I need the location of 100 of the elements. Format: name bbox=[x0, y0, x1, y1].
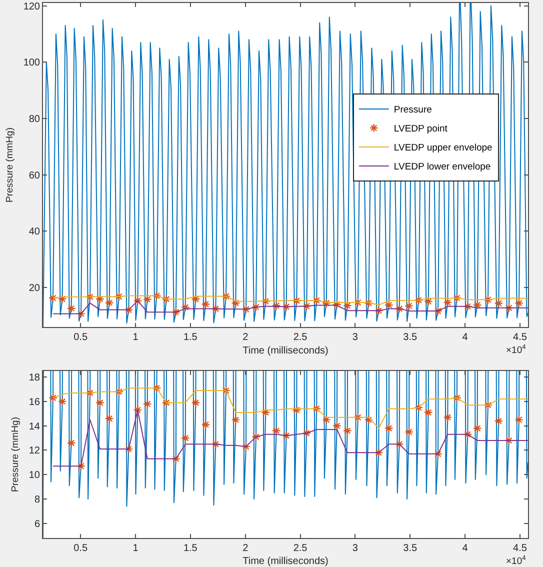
text: ×10$^{4}$ bbox=[506, 344, 526, 356]
y-tick-label: 8 bbox=[34, 494, 40, 506]
x-tick-label: 1 bbox=[132, 332, 139, 343]
point bbox=[211, 440, 220, 449]
point bbox=[114, 387, 124, 396]
legend-label: Pressure bbox=[394, 104, 432, 116]
point bbox=[322, 415, 331, 424]
line-series bbox=[52, 295, 528, 306]
point bbox=[452, 294, 462, 302]
point bbox=[104, 414, 114, 423]
point bbox=[364, 415, 374, 424]
y-axis-title: Pressure (mmHg) bbox=[4, 128, 16, 202]
point bbox=[231, 415, 240, 424]
point bbox=[48, 393, 58, 402]
point bbox=[252, 302, 260, 312]
point bbox=[58, 294, 67, 304]
point bbox=[302, 302, 312, 311]
y-tick-label: 20 bbox=[28, 283, 40, 294]
point bbox=[443, 412, 452, 422]
point bbox=[86, 292, 94, 302]
point bbox=[332, 300, 342, 309]
point bbox=[484, 400, 492, 410]
point bbox=[171, 454, 180, 464]
point bbox=[463, 430, 472, 439]
point bbox=[86, 388, 94, 398]
point bbox=[394, 440, 404, 449]
point bbox=[484, 295, 492, 304]
point bbox=[162, 398, 171, 408]
point bbox=[443, 298, 452, 307]
point bbox=[58, 397, 67, 406]
y-tick-label: 18 bbox=[28, 372, 40, 384]
point bbox=[211, 304, 220, 314]
point bbox=[191, 294, 200, 304]
point bbox=[452, 393, 462, 402]
point bbox=[374, 448, 384, 458]
point bbox=[312, 296, 322, 305]
x-tick-label: 3.5 bbox=[403, 543, 418, 554]
point bbox=[114, 292, 124, 302]
point bbox=[142, 399, 152, 408]
x-axis-title: Time (milliseconds) bbox=[242, 556, 328, 567]
line-series bbox=[52, 410, 528, 467]
legend-label: LVEDP lower envelope bbox=[394, 162, 491, 173]
x-tick-label: 2.5 bbox=[293, 332, 308, 343]
y-tick-label: 10 bbox=[28, 470, 40, 482]
y-tick-label: 12 bbox=[28, 446, 40, 457]
y-tick-label: 16 bbox=[28, 396, 40, 408]
point bbox=[242, 442, 250, 452]
point bbox=[494, 298, 504, 308]
point bbox=[282, 431, 291, 440]
point bbox=[272, 301, 281, 310]
point bbox=[152, 291, 162, 300]
point bbox=[231, 298, 240, 308]
legend-label: LVEDP upper envelope bbox=[394, 142, 492, 154]
y-tick-label: 6 bbox=[34, 518, 40, 530]
point bbox=[222, 292, 230, 301]
point bbox=[124, 305, 134, 314]
y-tick-label: 100 bbox=[23, 58, 40, 69]
point bbox=[96, 398, 104, 408]
point bbox=[252, 432, 260, 442]
point bbox=[201, 420, 210, 430]
point bbox=[191, 398, 200, 408]
x-tick-label: 4 bbox=[462, 543, 468, 554]
line-series bbox=[43, 3, 528, 327]
point bbox=[272, 426, 281, 436]
line-series bbox=[52, 388, 528, 429]
point bbox=[152, 384, 162, 393]
point bbox=[222, 386, 230, 395]
point bbox=[66, 438, 76, 448]
point bbox=[504, 436, 514, 445]
point bbox=[133, 406, 142, 414]
point bbox=[342, 426, 352, 436]
legend-label: LVEDP point bbox=[394, 124, 448, 135]
x-tick-label: 3 bbox=[352, 332, 358, 343]
point bbox=[104, 298, 114, 308]
point bbox=[201, 300, 210, 309]
point bbox=[332, 421, 342, 430]
x-tick-label: 0.5 bbox=[74, 543, 88, 554]
point bbox=[180, 302, 190, 312]
point bbox=[322, 298, 331, 308]
point bbox=[472, 424, 482, 433]
point bbox=[96, 294, 104, 304]
point bbox=[472, 300, 482, 310]
y-tick-label: 60 bbox=[28, 170, 40, 182]
point bbox=[180, 434, 190, 442]
point bbox=[354, 298, 362, 307]
text: ×10$^{4}$ bbox=[506, 555, 526, 567]
point bbox=[514, 298, 524, 308]
point bbox=[292, 406, 302, 414]
y-tick-label: 120 bbox=[23, 1, 40, 12]
x-axis-title: Time (milliseconds) bbox=[242, 346, 328, 356]
point bbox=[414, 403, 424, 412]
point bbox=[504, 303, 514, 312]
point bbox=[76, 309, 86, 318]
point bbox=[404, 301, 414, 310]
point bbox=[414, 296, 424, 305]
x-tick-label: 4.5 bbox=[513, 543, 528, 554]
point bbox=[312, 404, 322, 414]
point bbox=[364, 298, 374, 308]
line-series bbox=[52, 300, 528, 314]
point bbox=[384, 424, 394, 433]
